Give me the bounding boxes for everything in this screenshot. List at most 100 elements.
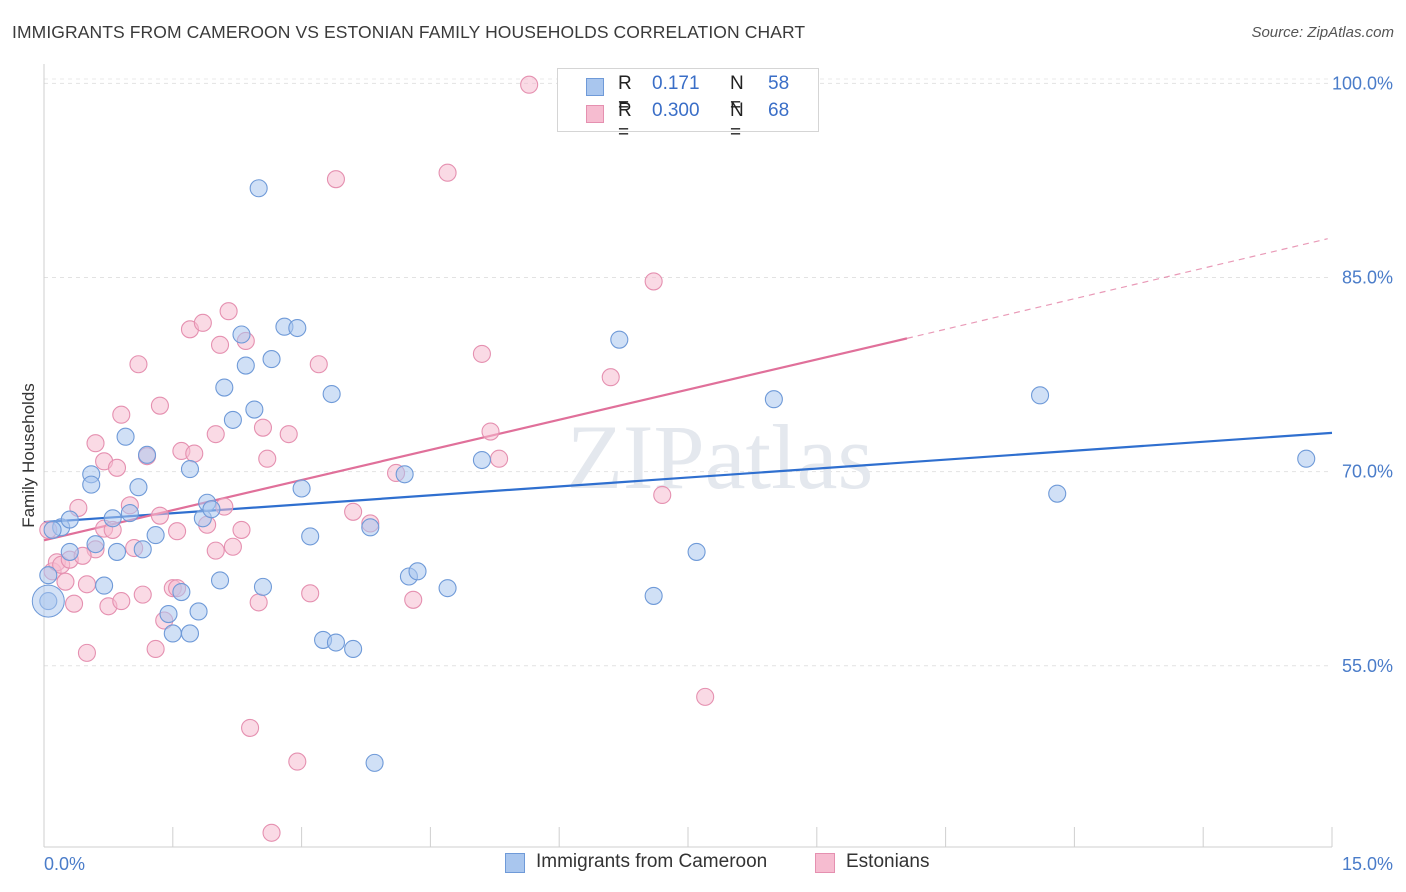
- data-point-cameroon: [687, 542, 706, 561]
- data-point-cameroon: [129, 478, 148, 497]
- data-point-cameroon: [137, 445, 157, 464]
- grid-lines: [44, 78, 1332, 667]
- data-point-cameroon: [116, 427, 135, 446]
- data-point-estonians: [481, 422, 500, 441]
- y-axis-title: Family Households: [19, 383, 38, 528]
- data-point-estonians: [206, 541, 225, 560]
- data-point-cameroon: [215, 378, 234, 397]
- data-point-cameroon: [472, 450, 491, 470]
- data-point-estonians: [241, 718, 260, 737]
- stats-legend: R = 0.171 N = 58 R = 0.300 N = 68: [557, 68, 819, 143]
- data-point-estonians: [150, 506, 169, 525]
- data-point-estonians: [185, 444, 204, 463]
- data-point-cameroon: [146, 526, 165, 545]
- data-point-cameroon: [210, 571, 230, 590]
- data-point-estonians: [472, 344, 491, 363]
- data-point-cameroon: [223, 410, 242, 429]
- data-point-estonians: [77, 643, 96, 662]
- y-tick-label: 100.0%: [1332, 73, 1393, 93]
- data-point-estonians: [279, 425, 298, 444]
- data-point-estonians: [168, 522, 187, 541]
- data-points: [31, 75, 1316, 842]
- data-point-cameroon: [292, 479, 311, 498]
- y-tick-label: 70.0%: [1342, 462, 1393, 482]
- data-point-estonians: [490, 449, 509, 468]
- data-point-estonians: [249, 593, 268, 612]
- data-point-estonians: [288, 752, 307, 771]
- data-point-estonians: [77, 575, 96, 594]
- data-point-cameroon: [86, 535, 105, 554]
- data-point-estonians: [56, 572, 75, 591]
- watermark: ZIPatlas: [567, 406, 874, 508]
- data-point-cameroon: [301, 527, 320, 546]
- legend-swatch-cameroon: [586, 78, 604, 96]
- chart-title: IMMIGRANTS FROM CAMEROON VS ESTONIAN FAM…: [12, 22, 806, 42]
- series-swatch-cameroon: [505, 853, 525, 873]
- legend-r-label: R =: [618, 100, 632, 143]
- data-point-cameroon: [288, 318, 307, 338]
- data-point-cameroon: [344, 639, 363, 659]
- data-point-estonians: [262, 823, 281, 842]
- data-point-cameroon: [245, 400, 264, 419]
- data-point-estonians: [438, 163, 457, 182]
- data-point-cameroon: [133, 540, 152, 559]
- data-point-cameroon: [163, 624, 182, 643]
- data-point-cameroon: [764, 390, 783, 409]
- data-point-estonians: [696, 687, 715, 706]
- data-point-cameroon: [1297, 449, 1316, 468]
- data-point-estonians: [309, 355, 328, 374]
- data-point-cameroon: [249, 179, 268, 198]
- data-point-cameroon: [95, 576, 114, 595]
- data-point-estonians: [112, 405, 131, 424]
- series-swatch-estonians: [815, 853, 835, 873]
- data-point-estonians: [193, 313, 212, 332]
- data-point-cameroon: [610, 330, 629, 349]
- axes: [43, 64, 1333, 848]
- data-point-estonians: [86, 434, 105, 453]
- data-point-cameroon: [172, 582, 191, 602]
- data-point-estonians: [223, 537, 242, 556]
- data-point-cluster: [31, 584, 65, 618]
- legend-r-value: 0.300: [652, 100, 700, 121]
- data-point-estonians: [404, 590, 423, 609]
- series-label-cameroon: Immigrants from Cameroon: [536, 851, 768, 872]
- data-point-estonians: [129, 355, 148, 374]
- trend-line-ext-1: [906, 238, 1328, 339]
- tick-labels: 55.0% 70.0% 85.0% 100.0% 0.0% 15.0% Family Hou…: [19, 73, 1393, 874]
- legend-r-value: 0.171: [652, 73, 700, 94]
- data-point-cameroon: [1031, 386, 1050, 405]
- data-point-estonians: [326, 170, 345, 189]
- data-point-cameroon: [236, 356, 255, 375]
- legend-swatch-estonians: [586, 105, 604, 123]
- data-point-cameroon: [232, 325, 251, 344]
- legend-r-label: R =: [618, 73, 632, 116]
- y-tick-label: 85.0%: [1342, 268, 1393, 288]
- data-point-cameroon: [189, 602, 208, 621]
- legend-n-label: N =: [730, 100, 744, 143]
- data-point-estonians: [258, 449, 277, 468]
- data-point-estonians: [219, 302, 238, 321]
- legend-n-value: 68: [768, 100, 790, 121]
- data-point-estonians: [133, 585, 152, 604]
- data-point-cameroon: [365, 753, 384, 772]
- legend-n-value: 58: [768, 73, 790, 94]
- data-point-cameroon: [1048, 484, 1067, 503]
- data-point-estonians: [301, 584, 320, 603]
- x-tick-label: 0.0%: [44, 854, 85, 874]
- data-point-estonians: [107, 458, 127, 477]
- legend-n-label: N =: [730, 73, 744, 116]
- data-point-cameroon: [39, 566, 58, 585]
- data-point-cameroon: [180, 460, 200, 479]
- trend-lines: [43, 238, 1333, 542]
- data-point-cameroon: [202, 500, 221, 519]
- data-point-cameroon: [326, 633, 345, 652]
- data-point-estonians: [601, 368, 620, 387]
- data-point-cameroon: [253, 577, 273, 596]
- data-point-cameroon: [107, 542, 127, 561]
- data-point-cameroon: [159, 604, 178, 624]
- data-point-cameroon: [43, 520, 62, 539]
- data-point-cameroon: [262, 350, 281, 369]
- data-point-estonians: [206, 425, 225, 444]
- data-point-cameroon: [361, 518, 380, 537]
